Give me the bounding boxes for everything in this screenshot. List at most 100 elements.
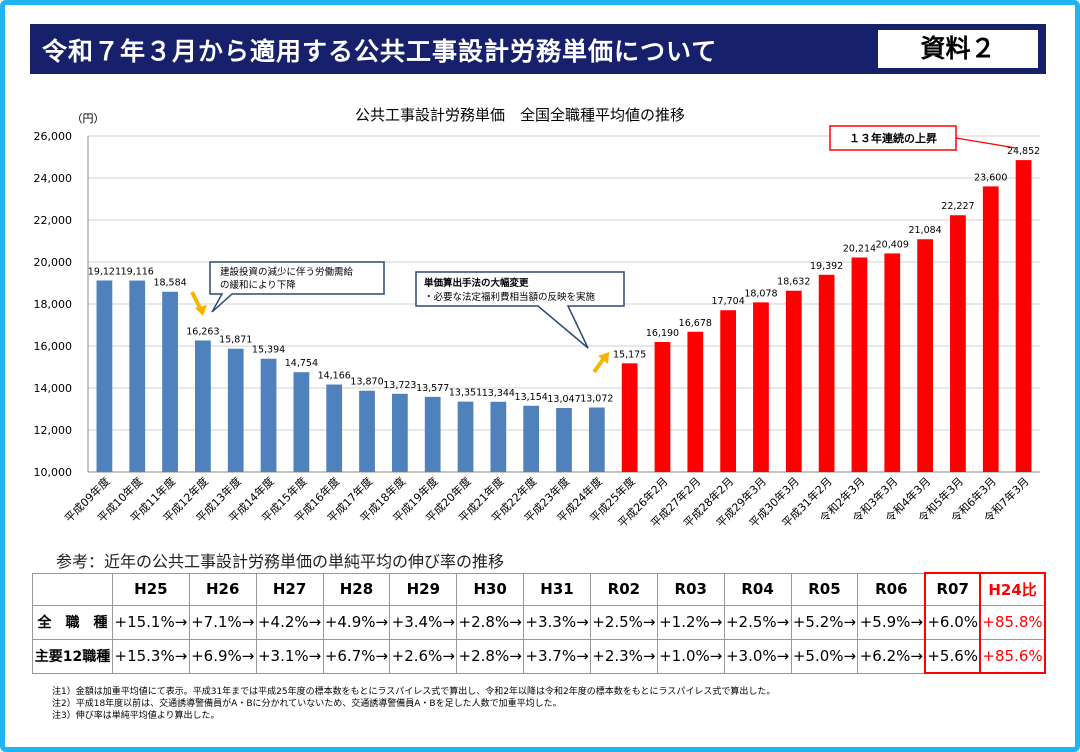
document-label: 資料２ [876,28,1040,70]
bar [851,257,868,472]
streak-callout: １３年連続の上昇 [829,125,1017,151]
table-cell: +15.1%→ [112,604,190,640]
table-cell: +5.0%→ [790,638,859,674]
bar [162,291,178,472]
up-arrowhead-icon [598,352,609,364]
y-tick-label: 24,000 [34,172,73,185]
column-header: H30 [456,572,525,606]
data-label: 13,154 [515,392,548,403]
y-tick-label: 20,000 [34,256,73,269]
column-header: H28 [322,572,391,606]
bar [523,405,540,472]
bar [457,401,474,472]
column-header: R06 [857,572,926,606]
y-axis-label: （円） [72,112,105,125]
column-header: R03 [656,572,725,606]
table-cell: +4.9%→ [322,604,391,640]
data-label: 13,351 [449,388,482,399]
table-cell: +3.4%→ [389,604,458,640]
method-detail: ・必要な法定福利費相当額の反映を実施 [424,291,596,303]
bar [326,384,343,472]
bar [490,401,507,472]
data-label: 18,632 [777,277,810,288]
note-1: 注1）金額は加重平均値にて表示。平成31年までは平成25年度の標本数をもとにラス… [52,687,776,697]
table-cell: +5.6% [924,638,982,674]
column-header: R07 [924,572,982,606]
table-cell: +4.2%→ [255,604,324,640]
column-header: H26 [188,572,257,606]
table-cell: +6.7%→ [322,638,391,674]
bar [654,342,671,472]
column-header: R05 [790,572,859,606]
table-cell: +1.0%→ [656,638,725,674]
bar [260,358,277,472]
bar [195,340,211,472]
column-header: H24比 [979,572,1046,606]
growth-rate-table: H25 H26 H27 H28 H29 H30 H31 R02 R03 R04 R05 R06 R07 H… [32,572,1046,674]
y-tick-label: 26,000 [34,130,73,143]
table-cell: +85.8% [979,604,1046,640]
bar [950,215,966,472]
bar [818,274,835,472]
data-label: 18,584 [153,278,186,289]
data-label: 13,072 [580,393,613,404]
bar [227,348,244,472]
decline-text-2: の緩和により下降 [220,279,296,291]
column-header [32,572,113,606]
reference-title: 参考：近年の公共工事設計労務単価の単純平均の伸び率の推移 [56,552,505,571]
table-cell: +3.3%→ [523,604,591,640]
bar [884,253,901,472]
bar [785,290,802,472]
table-cell: +7.1%→ [188,604,257,640]
data-label: 22,227 [941,201,974,212]
bar [129,280,146,472]
down-arrowhead-icon [195,305,207,316]
table-cell: +3.0%→ [723,638,792,674]
data-label: 13,870 [350,377,383,388]
bar [753,302,769,472]
data-label: 14,166 [318,371,351,382]
y-tick-label: 16,000 [34,340,73,353]
method-callout: 単価算出手法の大幅変更 ・必要な法定福利費相当額の反映を実施 [415,271,625,349]
data-label: 17,704 [712,296,745,307]
bar [917,239,933,472]
bar [96,280,113,472]
bar [720,310,737,472]
column-header: H29 [389,572,458,606]
data-label: 21,084 [908,225,941,236]
bar-chart: 公共工事設計労務単価 全国全職種平均値の推移 （円） 10,000 12,000 1… [34,106,1041,530]
data-label: 13,047 [547,394,580,405]
data-label: 16,678 [679,318,712,329]
row-label: 主要12職種 [32,638,113,674]
note-3: 注3）伸び率は単純平均値より算出した。 [52,711,220,721]
column-header: H25 [112,572,190,606]
bar [982,186,999,472]
y-tick-label: 18,000 [34,298,73,311]
bar [1015,160,1032,472]
column-header: H27 [255,572,324,606]
row-label: 全 職 種 [32,604,113,640]
data-label: 13,723 [383,380,416,391]
method-title: 単価算出手法の大幅変更 [424,277,529,289]
streak-text: １３年連続の上昇 [849,131,937,145]
table-cell: +15.3%→ [112,638,190,674]
data-label: 13,344 [482,388,515,399]
y-tick-label: 14,000 [34,382,73,395]
up-arrow-icon [592,356,606,374]
table-header-row: H25 H26 H27 H28 H29 H30 H31 R02 R03 R04 R05 R06 R07 H… [32,572,1046,606]
table-cell: +2.8%→ [456,604,525,640]
bar [621,363,638,472]
chart-title: 公共工事設計労務単価 全国全職種平均値の推移 [355,106,685,124]
bar [687,331,704,472]
title-text: 令和７年３月から適用する公共工事設計労務単価について [42,37,718,66]
data-label: 20,214 [843,244,876,255]
data-label: 19,116 [121,267,154,278]
bar [391,393,408,472]
bar [588,407,605,472]
column-header: R02 [589,572,658,606]
table-cell: +2.5%→ [589,604,658,640]
data-label: 15,394 [252,345,285,356]
table-row: 主要12職種 +15.3%→ +6.9%→ +3.1%→ +6.7%→ +2.6%→ +2.… [32,638,1046,674]
table-cell: +2.5%→ [723,604,792,640]
data-label: 19,392 [810,261,843,272]
